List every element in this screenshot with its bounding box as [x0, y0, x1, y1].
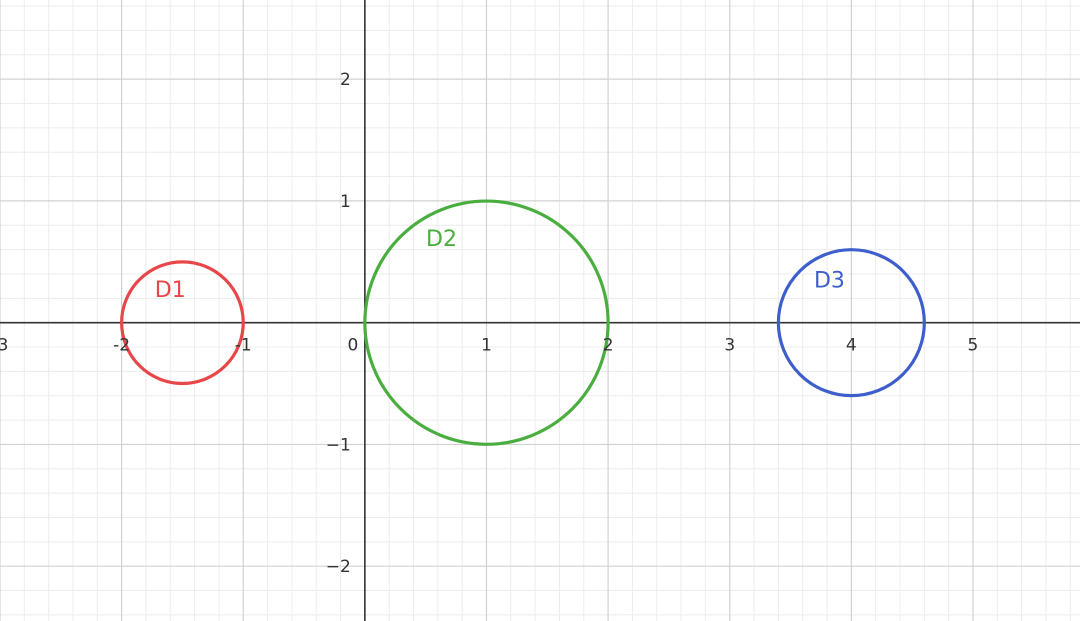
y-tick-label: −2 — [326, 557, 351, 577]
y-tick-label: 1 — [340, 192, 351, 212]
tick-labels: -3 -2 -1 0 1 2 3 4 5 2 1 −1 −2 — [0, 70, 978, 577]
x-tick-label: 1 — [481, 336, 492, 356]
y-tick-label: −1 — [326, 435, 351, 455]
x-tick-label: -2 — [113, 336, 130, 356]
x-tick-label: -1 — [235, 336, 252, 356]
x-tick-label: 5 — [968, 336, 979, 356]
x-tick-label: 0 — [347, 336, 358, 356]
x-tick-label: 3 — [724, 336, 735, 356]
y-tick-label: 2 — [340, 70, 351, 90]
x-tick-label: 2 — [603, 336, 614, 356]
circle-label-d1: D1 — [155, 278, 186, 303]
circle-d1 — [120, 260, 245, 386]
x-tick-label: 4 — [846, 336, 857, 356]
circle-d2 — [363, 199, 610, 446]
circle-label-d2: D2 — [426, 227, 457, 252]
circle-d3 — [776, 248, 926, 398]
circle-label-d3: D3 — [814, 268, 845, 293]
circles — [120, 199, 926, 446]
circle-labels: D1 D2 D3 — [155, 227, 845, 303]
x-tick-label: -3 — [0, 336, 8, 356]
